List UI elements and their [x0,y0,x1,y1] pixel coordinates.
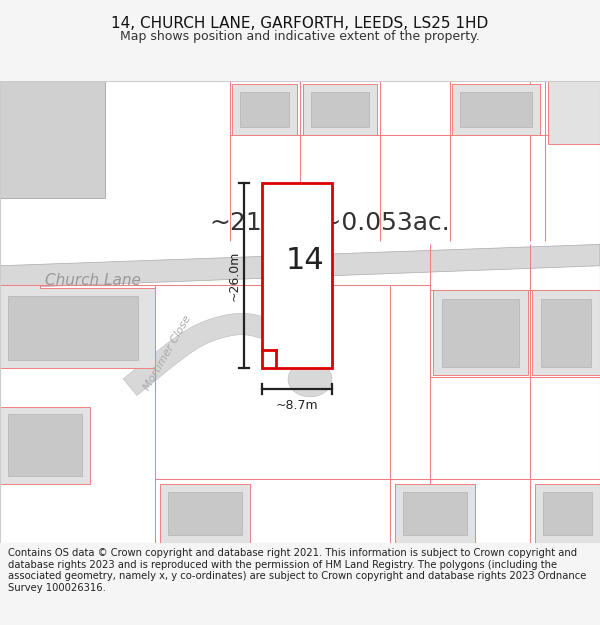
Bar [8,296,138,360]
Bar [452,84,540,134]
Bar [395,484,475,542]
Text: ~26.0m: ~26.0m [227,250,241,301]
Bar [442,299,519,367]
Bar [303,84,377,134]
Bar [240,92,289,127]
Bar [535,484,600,542]
Bar [548,81,600,144]
Bar [460,92,532,127]
Bar [160,484,250,542]
Polygon shape [123,313,281,396]
Text: Contains OS data © Crown copyright and database right 2021. This information is : Contains OS data © Crown copyright and d… [8,548,586,593]
Bar [532,290,600,376]
Bar [232,84,297,134]
Bar [262,183,332,368]
Polygon shape [0,81,105,198]
Bar [8,414,82,476]
Text: ~8.7m: ~8.7m [275,399,319,412]
Bar [541,299,591,367]
Text: 14: 14 [286,246,325,276]
Bar [311,92,369,127]
Text: ~216m²/~0.053ac.: ~216m²/~0.053ac. [209,210,451,234]
Text: Church Lane: Church Lane [45,273,141,288]
Bar [270,232,324,319]
Polygon shape [288,362,332,397]
Polygon shape [0,244,600,288]
Bar [168,492,242,535]
Bar [403,492,467,535]
Bar [0,406,90,484]
Text: 14, CHURCH LANE, GARFORTH, LEEDS, LS25 1HD: 14, CHURCH LANE, GARFORTH, LEEDS, LS25 1… [112,16,488,31]
Text: Map shows position and indicative extent of the property.: Map shows position and indicative extent… [120,30,480,43]
Bar [433,290,528,376]
Text: Mortimer Close: Mortimer Close [143,314,193,392]
Polygon shape [0,285,155,368]
Bar [543,492,592,535]
